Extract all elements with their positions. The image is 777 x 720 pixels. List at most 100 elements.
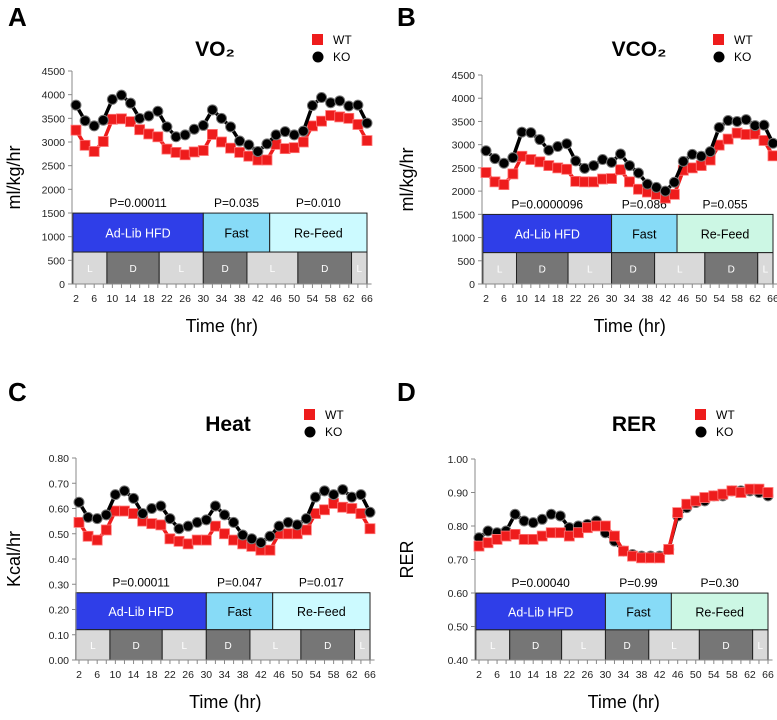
data-point-ko — [188, 123, 200, 135]
data-point-wt — [143, 128, 155, 140]
x-tick-label: 22 — [164, 669, 176, 681]
y-tick-label: 1500 — [42, 208, 66, 220]
x-tick-label: 66 — [767, 293, 777, 305]
data-point-wt — [516, 150, 528, 162]
data-point-ko — [134, 112, 146, 124]
data-point-ko — [115, 89, 127, 101]
x-tick-label: 10 — [509, 669, 521, 681]
data-point-wt — [119, 505, 130, 517]
data-point-ko — [270, 129, 282, 141]
data-point-wt — [726, 485, 738, 497]
data-point-wt — [264, 544, 276, 556]
legend-marker-wt — [713, 34, 724, 45]
data-point-wt — [164, 533, 176, 545]
x-tick-label: 42 — [252, 293, 264, 305]
data-point-wt — [128, 508, 139, 519]
legend-label-ko: KO — [734, 50, 751, 64]
data-point-ko — [216, 112, 227, 124]
data-point-ko — [88, 120, 100, 132]
data-point-ko — [288, 129, 300, 141]
data-point-ko — [182, 520, 194, 532]
light-dark-bar-4 — [249, 629, 302, 661]
data-point-ko — [179, 129, 191, 141]
data-point-wt — [597, 173, 608, 185]
light-dark-bar-2 — [561, 629, 606, 661]
p-value: P=0.00040 — [511, 576, 570, 590]
data-point-wt — [624, 176, 635, 188]
data-point-wt — [334, 111, 346, 123]
data-point-wt — [91, 534, 103, 546]
data-point-wt — [722, 133, 734, 145]
data-point-wt — [570, 175, 582, 187]
data-point-wt — [225, 142, 236, 154]
data-point-wt — [116, 113, 127, 125]
legend-label-wt: WT — [716, 408, 735, 422]
x-tick-label: 26 — [182, 669, 194, 681]
data-point-wt — [70, 124, 82, 136]
x-tick-label: 30 — [606, 293, 618, 305]
phase-label: Fast — [227, 605, 252, 619]
phase-bar-2 — [269, 212, 368, 253]
data-point-wt — [767, 150, 777, 162]
data-point-ko — [355, 489, 367, 501]
data-point-wt — [579, 176, 591, 188]
data-point-wt — [681, 498, 693, 510]
data-point-wt — [615, 164, 626, 176]
phase-bar-0 — [475, 592, 606, 631]
x-tick-label: 50 — [690, 669, 702, 681]
data-point-ko — [334, 95, 346, 107]
data-point-wt — [73, 516, 85, 528]
data-point-wt — [173, 535, 185, 547]
data-point-ko — [219, 509, 230, 521]
data-point-wt — [337, 501, 349, 513]
light-dark-label: D — [623, 641, 630, 652]
data-point-wt — [636, 552, 647, 564]
data-point-ko — [624, 160, 635, 172]
p-value: P=0.010 — [296, 196, 341, 210]
data-point-ko — [328, 489, 340, 501]
data-point-ko — [118, 485, 130, 497]
data-point-wt — [207, 129, 218, 140]
light-dark-label: L — [490, 641, 496, 652]
data-point-wt — [307, 120, 318, 132]
data-point-ko — [152, 105, 164, 117]
data-point-wt — [518, 533, 530, 545]
phase-label: Re-Feed — [701, 228, 750, 242]
data-point-wt — [473, 540, 485, 552]
y-tick-label: 0.80 — [448, 521, 469, 533]
x-tick-label: 58 — [328, 669, 340, 681]
x-axis-label: Time (hr) — [189, 692, 261, 712]
y-tick-label: 1000 — [452, 233, 476, 245]
data-point-wt — [482, 537, 494, 549]
x-tick-label: 38 — [237, 669, 249, 681]
data-point-ko — [597, 154, 609, 166]
x-tick-label: 10 — [110, 669, 122, 681]
data-point-wt — [686, 162, 698, 174]
phase-bar-1 — [611, 213, 678, 254]
phase-label: Ad-Lib HFD — [108, 605, 173, 619]
data-point-ko — [480, 145, 492, 157]
y-tick-label: 3500 — [42, 113, 66, 125]
data-point-wt — [663, 544, 675, 555]
data-point-wt — [191, 534, 203, 546]
data-point-ko — [722, 115, 734, 127]
data-point-ko — [319, 485, 331, 497]
phase-label: Fast — [632, 228, 657, 242]
y-tick-label: 0.60 — [448, 588, 469, 600]
data-point-ko — [758, 119, 770, 131]
data-point-ko — [82, 511, 94, 523]
data-point-ko — [507, 152, 519, 164]
x-tick-label: 34 — [219, 669, 231, 681]
x-tick-label: 30 — [600, 669, 612, 681]
light-dark-label: L — [270, 264, 276, 275]
data-point-ko — [364, 506, 376, 518]
x-tick-label: 46 — [273, 669, 285, 681]
x-tick-label: 34 — [618, 669, 630, 681]
data-point-wt — [200, 534, 212, 546]
y-tick-label: 3000 — [42, 137, 66, 149]
x-tick-label: 6 — [494, 669, 500, 681]
data-point-wt — [509, 528, 521, 540]
data-point-wt — [563, 530, 575, 542]
data-point-wt — [216, 136, 227, 148]
data-point-wt — [188, 146, 200, 158]
